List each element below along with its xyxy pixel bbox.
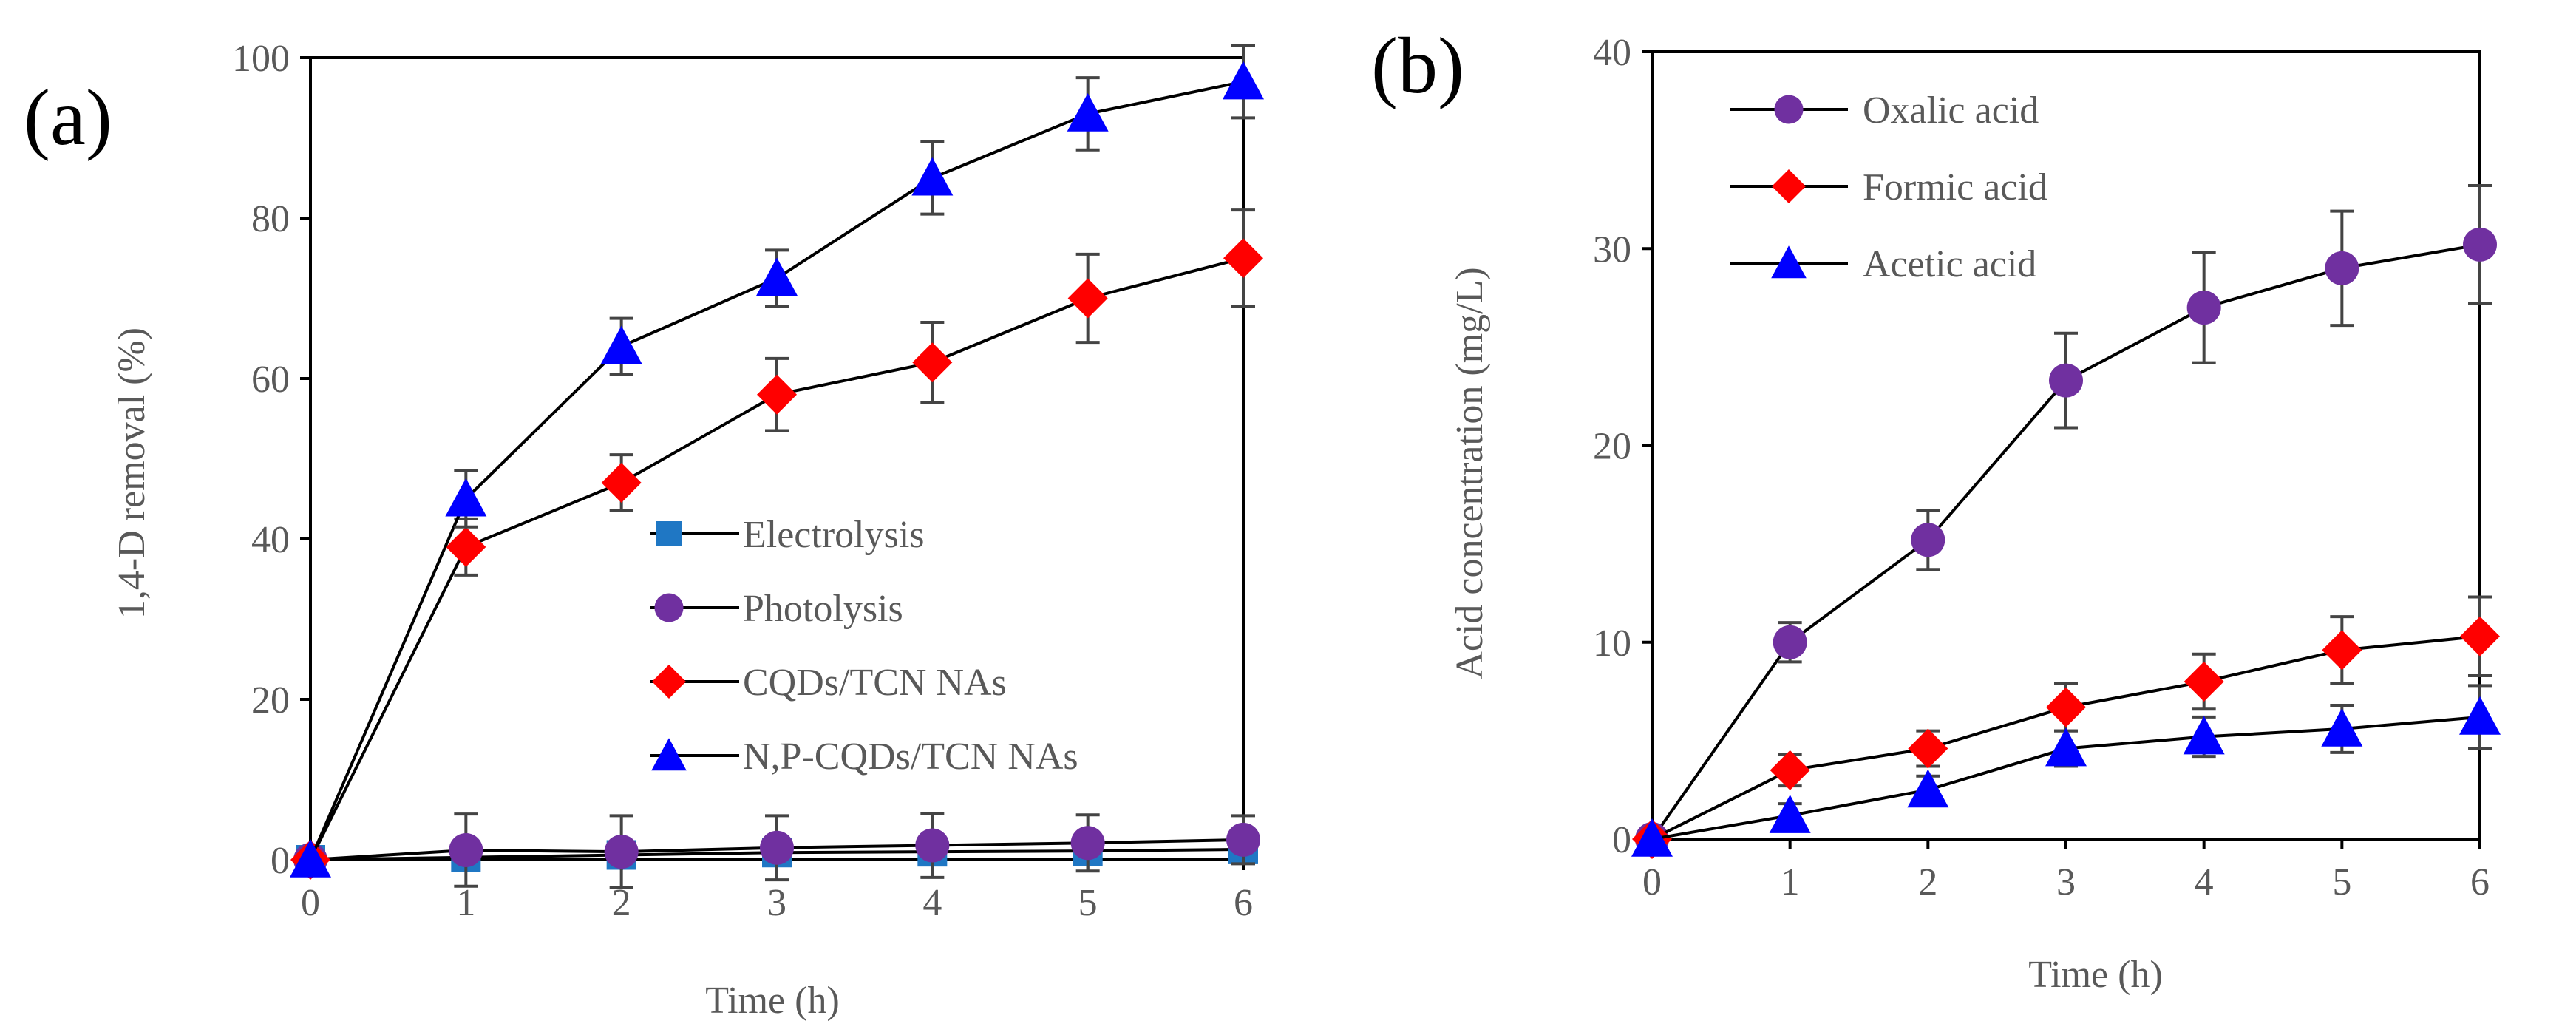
panel-a-x-axis-title: Time (h) xyxy=(705,980,840,1022)
panel-b-x-axis-title: Time (h) xyxy=(2028,954,2163,996)
panel-a-x-tick-label: 1 xyxy=(456,882,475,924)
panel-a-point-n-p-cqds-tcn-nas xyxy=(756,257,798,296)
panel-a-point-n-p-cqds-tcn-nas xyxy=(290,839,331,878)
panel-b-point-acetic-acid xyxy=(2459,696,2501,735)
panel-b-legend-marker-oxalic-acid xyxy=(1774,95,1804,124)
panel-b-point-formic-acid xyxy=(2460,616,2500,656)
panel-a-point-cqds-tcn-nas xyxy=(912,342,953,383)
panel-b-series-acetic-acid xyxy=(1631,684,2501,857)
panel-b-point-oxalic-acid xyxy=(2325,251,2359,285)
panel-b-x-tick-label: 5 xyxy=(2332,861,2351,903)
panel-a-point-photolysis xyxy=(760,830,794,865)
panel-b-legend-label-acetic-acid: Acetic acid xyxy=(1863,243,2036,285)
panel-a-point-photolysis xyxy=(1070,826,1105,861)
panel-a-legend-marker-electrolysis xyxy=(656,521,682,546)
panel-b-point-oxalic-acid xyxy=(2186,291,2221,325)
panel-a-y-tick-label: 60 xyxy=(251,359,290,401)
panel-a-point-n-p-cqds-tcn-nas xyxy=(911,157,954,196)
panel-a-point-n-p-cqds-tcn-nas xyxy=(445,478,487,517)
panel-b-point-acetic-acid xyxy=(1631,818,1673,857)
panel-a-legend-label-photolysis: Photolysis xyxy=(743,588,903,630)
panel-a-x-tick-label: 3 xyxy=(767,882,786,924)
panel-b-point-acetic-acid xyxy=(1907,769,1949,808)
panel-b-point-formic-acid xyxy=(1770,750,1810,790)
panel-a-point-cqds-tcn-nas xyxy=(1067,278,1108,319)
panel-a-point-n-p-cqds-tcn-nas xyxy=(600,325,642,364)
panel-b-point-oxalic-acid xyxy=(1911,523,1945,557)
panel-a-x-tick-label: 6 xyxy=(1234,882,1253,924)
panel-a-legend-label-electrolysis: Electrolysis xyxy=(743,514,925,556)
panel-a-point-photolysis xyxy=(604,835,639,869)
panel-a-point-photolysis xyxy=(1226,822,1260,857)
panel-a-series-n-p-cqds-tcn-nas xyxy=(290,44,1264,878)
panel-b-legend: Oxalic acid Formic acid Acetic acid xyxy=(1730,89,2047,285)
panel-a-point-photolysis xyxy=(915,828,950,863)
panel-b-point-acetic-acid xyxy=(2321,707,2363,747)
panel-b-point-oxalic-acid xyxy=(2049,363,2083,398)
panel-a-legend-marker-n-p-cqds-tcn-nas xyxy=(651,738,687,771)
panel-a-legend-label-cqds-tcn-nas: CQDs/TCN NAs xyxy=(743,662,1007,704)
panel-b-y-axis-title: Acid concentration (mg/L) xyxy=(1449,267,1491,679)
panel-b-point-formic-acid xyxy=(2322,630,2362,671)
panel-a-legend-marker-cqds-tcn-nas xyxy=(652,665,686,699)
panel-b-legend-marker-acetic-acid xyxy=(1771,245,1807,279)
panel-b-point-formic-acid xyxy=(2046,687,2086,727)
panel-b-x-tick-label: 0 xyxy=(1642,861,1662,903)
panel-a-point-n-p-cqds-tcn-nas xyxy=(1223,61,1264,100)
panel-b-x-tick-label: 1 xyxy=(1781,861,1800,903)
panel-a-legend: Electrolysis Photolysis CQDs/TCN NAs N,P-CQ… xyxy=(650,514,1078,778)
panel-a-y-tick-label: 80 xyxy=(251,198,290,240)
panel-a-series-photolysis xyxy=(293,812,1260,889)
panel-a-legend-marker-photolysis xyxy=(654,593,684,622)
panel-b-x-tick-label: 4 xyxy=(2195,861,2214,903)
panel-b-point-oxalic-acid xyxy=(2463,227,2497,262)
panel-a-point-n-p-cqds-tcn-nas xyxy=(1067,92,1109,132)
panel-a-x-tick-label: 0 xyxy=(301,882,320,924)
panel-b-y-tick-label: 20 xyxy=(1593,426,1631,468)
panel-b-x-tick-label: 3 xyxy=(2056,861,2076,903)
panel-b-label: (b) xyxy=(1371,22,1464,110)
panel-a-y-axis-title: 1,4-D removal (%) xyxy=(111,328,153,619)
panel-a-point-cqds-tcn-nas xyxy=(1223,238,1263,279)
panel-a-point-photolysis xyxy=(449,832,483,867)
panel-b-x-tick-label: 2 xyxy=(1918,861,1937,903)
panel-b-point-acetic-acid xyxy=(2045,727,2087,767)
panel-b-legend-marker-formic-acid xyxy=(1772,169,1806,203)
panel-a-y-tick-label: 100 xyxy=(232,38,290,80)
panel-a-x-tick-label: 5 xyxy=(1078,882,1098,924)
panel-b-point-acetic-acid xyxy=(1769,795,1811,833)
panel-b-acid-chart: (b) 0 10 20 30 40 0 1 2 3 4 5 6 Oxalic acid Formic ac… xyxy=(1371,22,2501,996)
panel-b-x-tick-label: 6 xyxy=(2470,861,2490,903)
panel-a-series-cqds-tcn-nas xyxy=(290,208,1263,880)
panel-b-y-tick-label: 30 xyxy=(1593,228,1631,271)
panel-b-legend-label-oxalic-acid: Oxalic acid xyxy=(1863,89,2039,132)
panel-a-point-cqds-tcn-nas xyxy=(446,526,486,567)
panel-a-x-tick-label: 4 xyxy=(922,882,942,924)
panel-a-point-cqds-tcn-nas xyxy=(601,463,642,503)
panel-b-point-formic-acid xyxy=(2184,662,2224,702)
panel-b-y-tick-label: 0 xyxy=(1612,819,1631,861)
panel-b-y-tick-label: 10 xyxy=(1593,622,1631,665)
panel-a-label: (a) xyxy=(24,74,112,162)
panel-b-point-formic-acid xyxy=(1908,728,1948,769)
panel-a-legend-label-n-p-cqds-tcn-nas: N,P-CQDs/TCN NAs xyxy=(743,736,1078,778)
panel-b-y-tick-label: 40 xyxy=(1593,32,1631,74)
panel-a-point-cqds-tcn-nas xyxy=(757,374,797,415)
panel-a-y-tick-label: 0 xyxy=(271,840,290,882)
panel-a-y-tick-label: 40 xyxy=(251,519,290,561)
panel-b-point-acetic-acid xyxy=(2183,716,2225,755)
panel-a-y-tick-label: 20 xyxy=(251,679,290,722)
panel-b-point-oxalic-acid xyxy=(1773,625,1807,659)
panel-b-legend-label-formic-acid: Formic acid xyxy=(1863,166,2047,208)
